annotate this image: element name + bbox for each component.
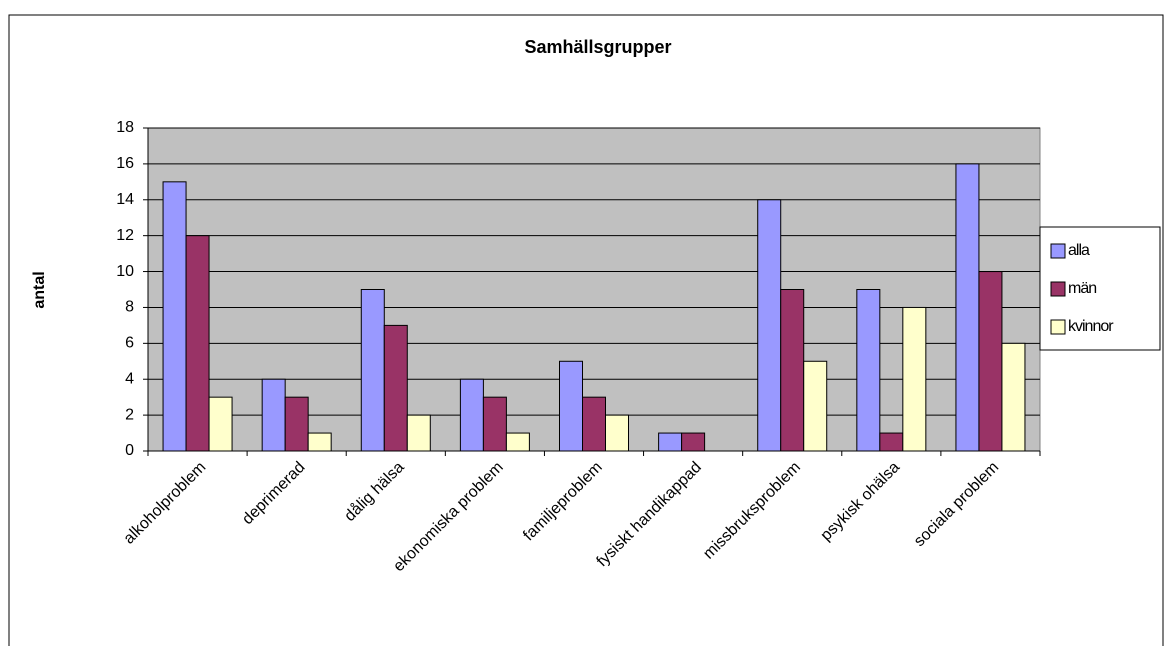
bar [505, 432, 530, 452]
legend-label: män [1068, 280, 1096, 297]
bar [681, 432, 706, 452]
bar [383, 324, 408, 452]
bar [955, 163, 980, 452]
bar [879, 432, 904, 452]
bar [208, 396, 233, 452]
y-tick-label: 4 [125, 370, 134, 387]
bar [582, 396, 606, 452]
x-tick-label: fysiskt handikappad [594, 459, 705, 570]
bar [559, 360, 583, 452]
x-tick-label: dålig hälsa [341, 458, 408, 525]
x-tick-label: psykisk ohälsa [818, 459, 904, 545]
bar [902, 306, 927, 452]
y-tick-label: 10 [116, 263, 134, 280]
legend-swatch [1050, 281, 1066, 297]
y-tick-label: 0 [125, 442, 134, 459]
y-tick-label: 2 [125, 406, 134, 423]
x-tick-label: sociala problem [911, 459, 1002, 550]
bar [459, 378, 484, 452]
bar [757, 199, 782, 452]
bar [185, 235, 210, 452]
bar [307, 432, 332, 452]
bar [406, 414, 431, 452]
bar [856, 289, 881, 452]
bar [482, 396, 507, 452]
y-tick-label: 6 [125, 335, 134, 352]
chart-title: Samhällsgrupper [524, 37, 671, 57]
bar [803, 360, 828, 452]
y-tick-label: 12 [116, 227, 134, 244]
bar [780, 289, 805, 452]
bar [284, 396, 309, 452]
x-tick-label: alkoholproblem [121, 459, 210, 548]
bar [162, 181, 187, 452]
y-tick-label: 18 [116, 119, 134, 136]
x-tick-label: deprimerad [239, 459, 308, 528]
bar [605, 414, 629, 452]
legend-label: kvinnor [1068, 318, 1114, 335]
legend-swatch [1050, 243, 1066, 259]
legend-label: alla [1068, 242, 1090, 259]
x-tick-label: familjeproblem [520, 459, 606, 545]
bar [360, 289, 385, 452]
y-tick-label: 8 [125, 299, 134, 316]
bar [1001, 342, 1026, 452]
y-tick-label: 16 [116, 155, 134, 172]
bar [261, 378, 286, 452]
x-tick-label: missbruksproblem [700, 459, 804, 563]
x-tick-label: ekonomiska problem [390, 459, 506, 575]
y-tick-label: 14 [116, 191, 134, 208]
y-axis-title: antal [31, 271, 48, 308]
legend-swatch [1050, 319, 1066, 335]
chart-border [8, 14, 1164, 646]
bar [978, 271, 1003, 452]
bar [658, 432, 683, 452]
